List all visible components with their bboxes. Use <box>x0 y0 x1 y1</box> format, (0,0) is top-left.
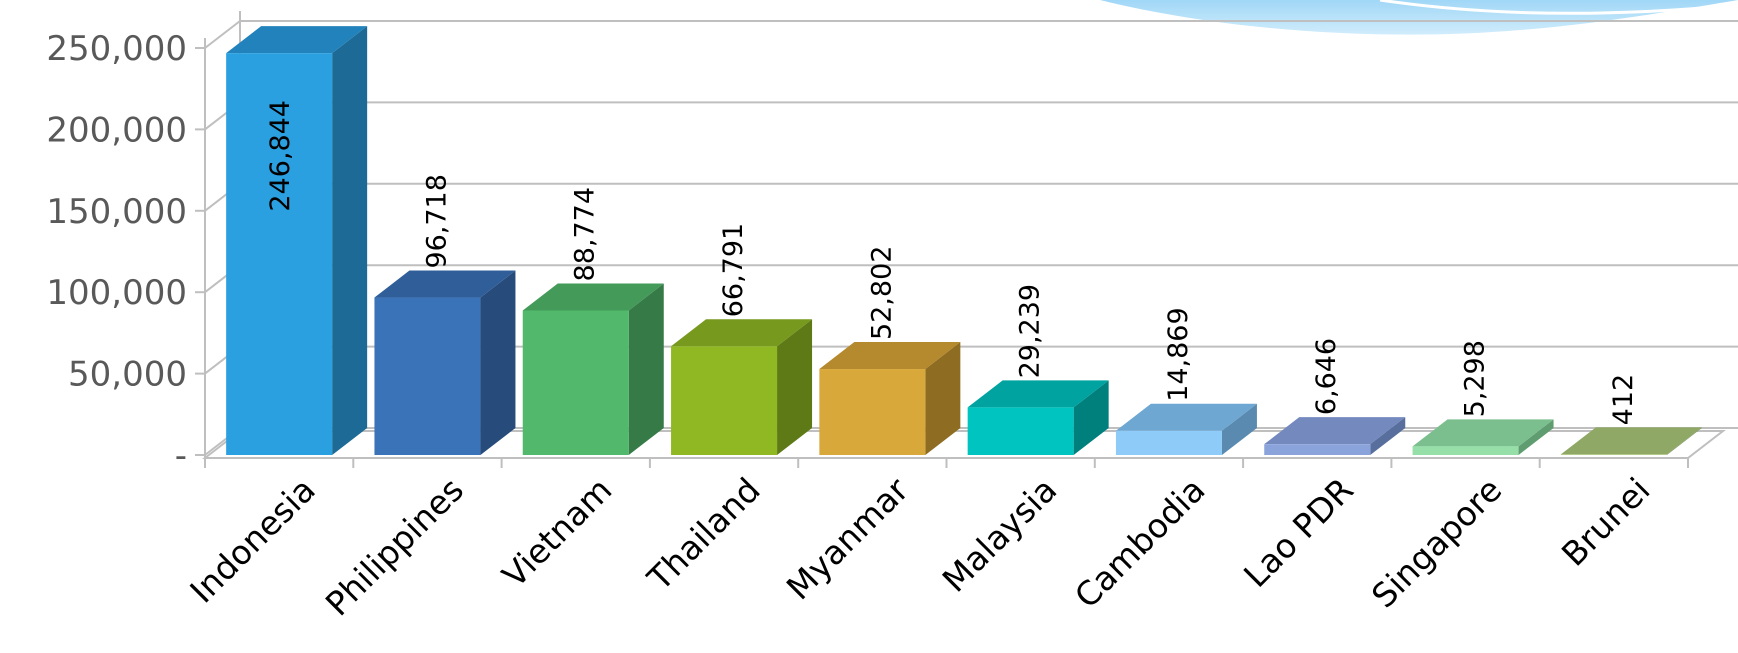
x-tick-label: Cambodia <box>1067 470 1213 616</box>
x-tick-label: Vietnam <box>495 470 620 595</box>
y-tick-label: 250,000 <box>46 29 187 69</box>
y-tick-label: 100,000 <box>46 273 187 313</box>
data-label: 6,646 <box>1311 338 1342 415</box>
data-label: 29,239 <box>1015 284 1046 378</box>
bar-side <box>332 26 368 455</box>
bar-singapore <box>1412 419 1554 455</box>
data-labels: 246,844 96,718 88,774 66,791 52,802 29,239 14,… <box>265 100 1639 425</box>
data-label: 96,718 <box>421 174 452 268</box>
bar-side <box>1221 403 1257 455</box>
bar-top <box>967 380 1109 408</box>
bar-top <box>1560 427 1702 455</box>
bar-side <box>480 270 516 455</box>
data-label: 52,802 <box>866 246 897 340</box>
gridline-side <box>204 20 241 49</box>
bar-indonesia <box>226 26 368 455</box>
y-tick-label: 150,000 <box>46 192 187 232</box>
bar-top <box>374 270 516 298</box>
x-tick-label: Indonesia <box>182 470 322 610</box>
x-tick-label: Philippines <box>318 470 471 623</box>
x-tick-label: Malaysia <box>935 470 1065 600</box>
bar-malaysia <box>967 380 1109 455</box>
bar-top <box>522 283 664 311</box>
bar-front <box>671 346 778 455</box>
x-tick-label: Myanmar <box>779 470 917 608</box>
bar-myanmar <box>819 342 961 455</box>
bar-side <box>777 319 813 455</box>
bar-top <box>1264 417 1406 445</box>
bar-front <box>1560 454 1667 455</box>
bar-side <box>1073 380 1109 455</box>
bar-side <box>1518 419 1554 455</box>
bar-top <box>1412 419 1554 447</box>
bar-vietnam <box>522 283 664 455</box>
bar-brunei <box>1560 427 1702 455</box>
bar-thailand <box>671 319 813 455</box>
y-tick-label: 200,000 <box>46 110 187 150</box>
data-label: 246,844 <box>265 100 296 212</box>
data-label: 5,298 <box>1460 340 1491 417</box>
bar-philippines <box>374 270 516 455</box>
bar-side <box>1370 417 1406 455</box>
data-label: 66,791 <box>718 223 749 317</box>
y-axis-tick-labels: - 50,000 100,000 150,000 200,000 250,000 <box>46 29 187 476</box>
x-tick-label: Thailand <box>639 470 767 598</box>
bar-top <box>1115 403 1257 431</box>
x-tick-label: Lao PDR <box>1236 470 1361 595</box>
bar-front <box>1115 430 1222 455</box>
bar-top <box>671 319 813 347</box>
bar-front <box>226 53 333 455</box>
y-tick-label: 50,000 <box>68 355 187 395</box>
bar-side <box>1666 427 1702 455</box>
bar-side <box>925 342 961 455</box>
x-tick-label: Singapore <box>1364 470 1509 615</box>
bar-front <box>1264 444 1371 455</box>
decorative-wave <box>1100 0 1738 35</box>
bar-cambodia <box>1115 403 1257 455</box>
y-tick-label: - <box>175 436 187 476</box>
bar-front <box>819 369 926 455</box>
x-tick-label: Brunei <box>1554 470 1658 574</box>
bar-top <box>819 342 961 370</box>
bar-top <box>226 26 368 54</box>
bar-lao-pdr <box>1264 417 1406 455</box>
data-label: 88,774 <box>570 187 601 281</box>
bar-front <box>374 297 481 455</box>
bar-front <box>967 407 1074 455</box>
bar-side <box>628 283 664 455</box>
data-label: 14,869 <box>1163 307 1194 401</box>
bar-front <box>522 310 629 455</box>
data-label: 412 <box>1608 374 1639 426</box>
bars <box>226 26 1702 455</box>
bar-front <box>1412 446 1519 455</box>
